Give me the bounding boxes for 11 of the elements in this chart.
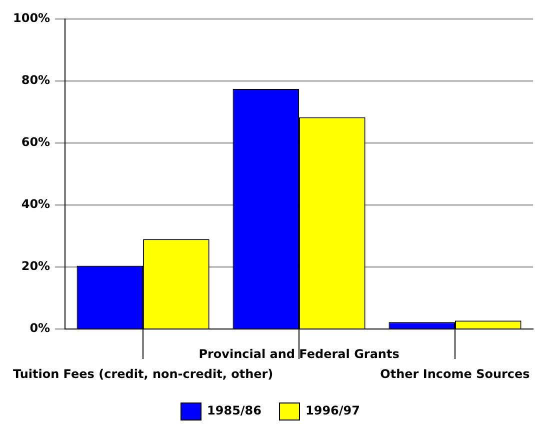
y-tick-label: 20% (21, 259, 50, 274)
y-tick-label: 80% (21, 73, 50, 88)
x-tick-label: Provincial and Federal Grants (198, 347, 400, 362)
y-tick-label: 100% (12, 11, 50, 26)
y-tick-label: 0% (30, 321, 50, 336)
y-tick-label: 60% (21, 135, 50, 150)
legend-label: 1996/97 (306, 404, 360, 418)
legend-label: 1985/86 (207, 404, 262, 418)
x-tick-label: Other Income Sources (380, 367, 530, 382)
x-tick-label: Tuition Fees (credit, non-credit, other) (12, 367, 274, 382)
y-tick-label: 40% (21, 197, 50, 212)
